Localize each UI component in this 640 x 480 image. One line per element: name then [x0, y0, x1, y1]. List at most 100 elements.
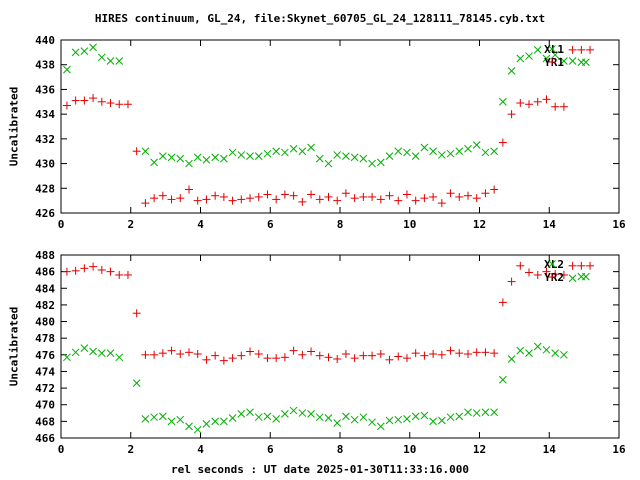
point-2-yr2-20	[237, 351, 246, 360]
point-1-yr1-35	[368, 192, 377, 201]
point-1-yr1-17	[211, 191, 220, 200]
point-2-xl2-34	[368, 418, 376, 427]
x-tick-label-2-0: 0	[58, 443, 65, 456]
point-2-yr2-32	[341, 349, 350, 358]
point-2-yr2-43	[437, 350, 446, 359]
legend-marker-yr2	[548, 273, 556, 281]
point-2-xl2-28	[315, 413, 324, 422]
point-1-yr1-53	[525, 100, 534, 109]
point-1-yr1-60	[586, 45, 595, 54]
point-1-yr1-27	[298, 197, 307, 206]
point-2-xl2-32	[350, 415, 359, 424]
point-2-xl2-19	[237, 410, 246, 418]
y-tick-label-2-7: 480	[35, 316, 55, 329]
point-2-yr2-42	[429, 349, 438, 358]
point-1-xl1-39	[420, 143, 429, 152]
point-1-yr1-56	[551, 102, 560, 111]
y-tick-label-2-5: 476	[35, 349, 55, 362]
point-2-xl2-52	[525, 349, 533, 358]
point-1-yr1-16	[202, 195, 211, 204]
point-1-yr1-24	[272, 195, 281, 204]
legend-marker-yr1	[548, 58, 556, 66]
y-tick-label-2-8: 482	[35, 299, 55, 312]
point-1-xl1-0	[63, 65, 71, 74]
point-1-xl1-17	[228, 148, 237, 157]
y-tick-label-1-2: 430	[35, 158, 55, 171]
y-tick-label-1-1: 428	[35, 182, 55, 195]
point-1-xl1-28	[324, 159, 333, 168]
y-axis-label-2: Uncalibrated	[7, 306, 21, 386]
x-tick-label-2-3: 6	[267, 443, 274, 456]
point-1-yr1-34	[359, 192, 368, 201]
point-2-xl2-57	[568, 274, 577, 283]
point-2-xl2-24	[281, 410, 289, 418]
point-1-xl1-4	[97, 53, 106, 62]
x-tick-label-1-0: 0	[58, 218, 65, 231]
point-2-yr2-40	[411, 349, 420, 358]
point-2-yr2-14	[184, 348, 193, 357]
x-tick-label-2-2: 4	[197, 443, 204, 456]
point-1-xl1-38	[411, 152, 420, 161]
point-2-xl2-17	[220, 417, 228, 426]
point-2-xl2-2	[80, 344, 89, 353]
point-2-xl2-54	[542, 345, 551, 354]
point-2-yr2-34	[359, 351, 368, 360]
point-2-xl2-59	[582, 272, 590, 281]
point-2-xl2-37	[394, 415, 403, 424]
point-1-yr1-42	[429, 192, 438, 201]
point-1-yr1-10	[150, 194, 159, 203]
point-1-xl1-18	[237, 151, 246, 159]
point-2-yr2-60	[586, 261, 595, 270]
y-axis-label-1: Uncalibrated	[7, 86, 21, 166]
point-2-yr2-27	[298, 350, 307, 359]
point-2-xl2-46	[472, 409, 481, 417]
x-tick-label-2-1: 2	[127, 443, 134, 456]
point-1-xl1-27	[315, 154, 324, 163]
y-tick-label-2-11: 488	[35, 249, 55, 262]
x-tick-label-2-4: 8	[337, 443, 344, 456]
point-1-xl1-8	[150, 158, 158, 167]
point-2-xl2-25	[289, 406, 298, 415]
point-2-yr2-55	[542, 267, 551, 276]
point-2-xl2-36	[385, 416, 394, 425]
x-tick-label-1-4: 8	[337, 218, 344, 231]
y-tick-label-1-6: 438	[35, 59, 55, 72]
legend-label-xl2: XL2	[544, 258, 564, 271]
point-1-xl1-56	[568, 57, 577, 65]
point-2-yr2-35	[368, 351, 377, 360]
y-tick-label-2-3: 472	[35, 382, 55, 395]
point-2-xl2-9	[150, 413, 158, 422]
point-1-yr1-0	[62, 101, 71, 110]
point-2-xl2-3	[89, 347, 97, 356]
point-1-xl1-52	[533, 46, 542, 54]
point-2-xl2-29	[324, 414, 333, 422]
point-1-xl1-50	[516, 54, 525, 63]
point-1-yr1-7	[123, 100, 132, 109]
point-1-yr1-52	[516, 99, 525, 108]
point-2-yr2-36	[376, 349, 385, 358]
point-1-xl1-44	[464, 144, 472, 153]
point-1-xl1-58	[582, 58, 590, 67]
point-1-yr1-59	[577, 45, 586, 54]
point-1-xl1-32	[359, 154, 368, 163]
point-1-yr1-18	[219, 192, 228, 201]
point-1-xl1-46	[481, 148, 490, 157]
point-2-yr2-24	[272, 354, 281, 363]
point-2-yr2-0	[62, 267, 71, 276]
point-1-xl1-34	[376, 158, 385, 167]
point-2-xl2-10	[158, 412, 167, 421]
point-1-xl1-31	[350, 153, 359, 162]
point-2-xl2-7	[132, 379, 141, 387]
point-2-xl2-0	[63, 353, 71, 362]
point-1-yr1-31	[333, 196, 342, 205]
plot-frame-2	[60, 254, 620, 439]
point-1-yr1-32	[341, 189, 350, 198]
point-1-xl1-23	[281, 148, 289, 157]
point-2-yr2-4	[97, 265, 106, 274]
point-1-xl1-20	[254, 152, 263, 161]
point-1-xl1-43	[455, 147, 464, 156]
y-tick-label-2-2: 470	[35, 399, 55, 412]
point-1-yr1-40	[411, 196, 420, 205]
